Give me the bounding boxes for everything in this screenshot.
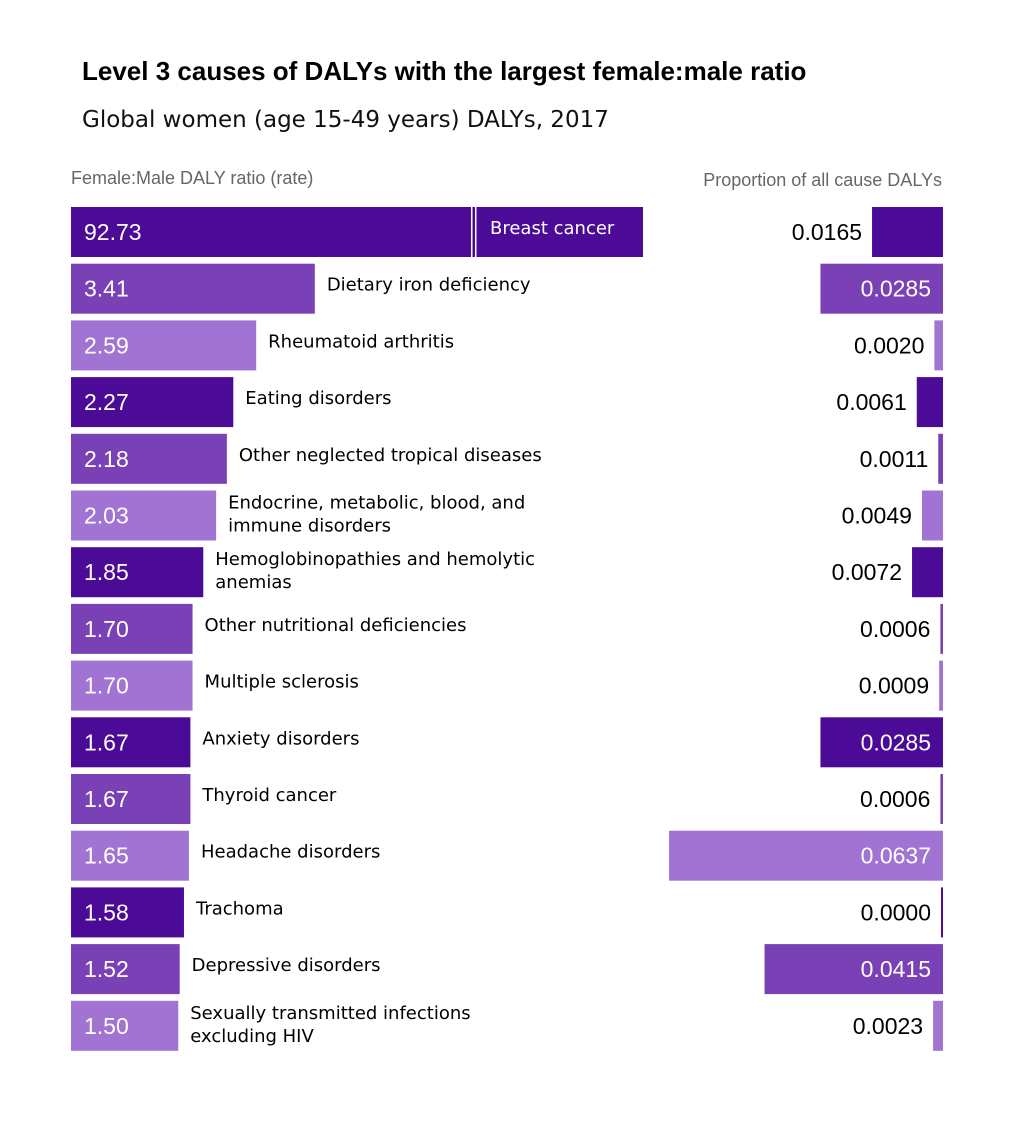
category-label: Thyroid cancer — [201, 785, 337, 806]
axis-break-line — [471, 207, 473, 257]
ratio-value-label: 1.70 — [84, 616, 129, 642]
proportion-value-label: 0.0011 — [860, 446, 929, 472]
proportion-value-label: 0.0285 — [861, 729, 931, 755]
proportion-bar — [921, 490, 943, 541]
proportion-bar — [916, 377, 943, 428]
proportion-bar — [938, 433, 943, 484]
proportion-value-label: 0.0049 — [842, 503, 912, 529]
ratio-bar — [71, 263, 315, 314]
proportion-value-label: 0.0415 — [861, 956, 931, 982]
category-label: Other nutritional deficiencies — [205, 615, 467, 636]
proportion-value-label: 0.0072 — [832, 559, 902, 585]
category-label: immune disorders — [228, 516, 391, 537]
ratio-value-label: 2.27 — [84, 389, 129, 415]
ratio-bar — [71, 887, 184, 938]
ratio-value-label: 2.59 — [84, 332, 129, 358]
proportion-bar — [940, 774, 943, 824]
proportion-value-label: 0.0165 — [792, 219, 862, 245]
category-label: Headache disorders — [201, 842, 380, 863]
category-label: Other neglected tropical diseases — [239, 445, 542, 466]
category-label: Hemoglobinopathies and hemolytic — [215, 549, 535, 570]
ratio-value-label: 1.67 — [84, 786, 129, 812]
category-label: Multiple sclerosis — [205, 672, 359, 693]
proportion-bar — [934, 320, 943, 371]
ratio-value-label: 3.41 — [84, 276, 129, 302]
category-label: Rheumatoid arthritis — [268, 331, 454, 352]
ratio-bar — [71, 1000, 179, 1051]
proportion-value-label: 0.0000 — [861, 899, 931, 925]
ratio-bar — [71, 717, 191, 768]
category-label: Depressive disorders — [192, 955, 381, 976]
axis-break-line — [475, 207, 477, 257]
proportion-bar — [912, 547, 943, 598]
category-label: Eating disorders — [245, 388, 391, 409]
ratio-bar — [71, 774, 191, 824]
ratio-bar — [71, 944, 180, 995]
proportion-value-label: 0.0009 — [859, 673, 929, 699]
proportion-value-label: 0.0285 — [861, 276, 931, 302]
ratio-value-label: 2.03 — [84, 503, 129, 529]
ratio-value-label: 1.50 — [84, 1013, 129, 1039]
ratio-bar — [71, 377, 234, 428]
ratio-value-label: 92.73 — [84, 219, 142, 245]
proportion-bar — [939, 660, 943, 711]
category-label: Endocrine, metabolic, blood, and — [228, 493, 525, 514]
category-label: Anxiety disorders — [202, 728, 359, 749]
chart-title: Level 3 causes of DALYs with the largest… — [82, 56, 807, 86]
ratio-bar — [71, 207, 643, 257]
ratio-value-label: 2.18 — [84, 446, 129, 472]
chart-subtitle: Global women (age 15-49 years) DALYs, 20… — [82, 107, 609, 133]
proportion-value-label: 0.0006 — [860, 616, 930, 642]
proportion-value-label: 0.0023 — [853, 1013, 923, 1039]
ratio-bar — [71, 433, 227, 484]
ratio-value-label: 1.70 — [84, 673, 129, 699]
ratio-bar — [71, 660, 193, 711]
ratio-bar — [71, 320, 257, 371]
category-label: excluding HIV — [190, 1026, 314, 1047]
category-label: Breast cancer — [490, 218, 615, 239]
proportion-value-label: 0.0020 — [854, 332, 924, 358]
proportion-bar — [872, 207, 943, 257]
ratio-bar — [71, 490, 217, 541]
proportion-bar — [764, 944, 943, 995]
ratio-value-label: 1.58 — [84, 899, 129, 925]
ratio-bar — [71, 830, 189, 881]
ratio-value-label: 1.67 — [84, 729, 129, 755]
proportion-bar — [669, 830, 943, 881]
ratio-bar — [71, 603, 193, 654]
ratio-value-label: 1.65 — [84, 843, 129, 869]
proportion-value-label: 0.0061 — [836, 389, 906, 415]
category-label: Sexually transmitted infections — [190, 1003, 470, 1024]
proportion-value-label: 0.0637 — [861, 843, 931, 869]
category-label: Dietary iron deficiency — [327, 275, 531, 296]
proportion-bar — [820, 263, 943, 314]
proportion-bar — [933, 1000, 943, 1051]
category-label: Trachoma — [195, 898, 284, 919]
left-axis-label: Female:Male DALY ratio (rate) — [71, 168, 314, 188]
proportion-value-label: 0.0006 — [860, 786, 930, 812]
proportion-bar — [820, 717, 943, 768]
proportion-bar — [941, 887, 943, 938]
ratio-value-label: 1.52 — [84, 956, 129, 982]
right-axis-label: Proportion of all cause DALYs — [703, 170, 942, 190]
ratio-bar — [71, 547, 204, 598]
proportion-bar — [940, 603, 943, 654]
category-label: anemias — [215, 572, 291, 593]
ratio-value-label: 1.85 — [84, 559, 129, 585]
